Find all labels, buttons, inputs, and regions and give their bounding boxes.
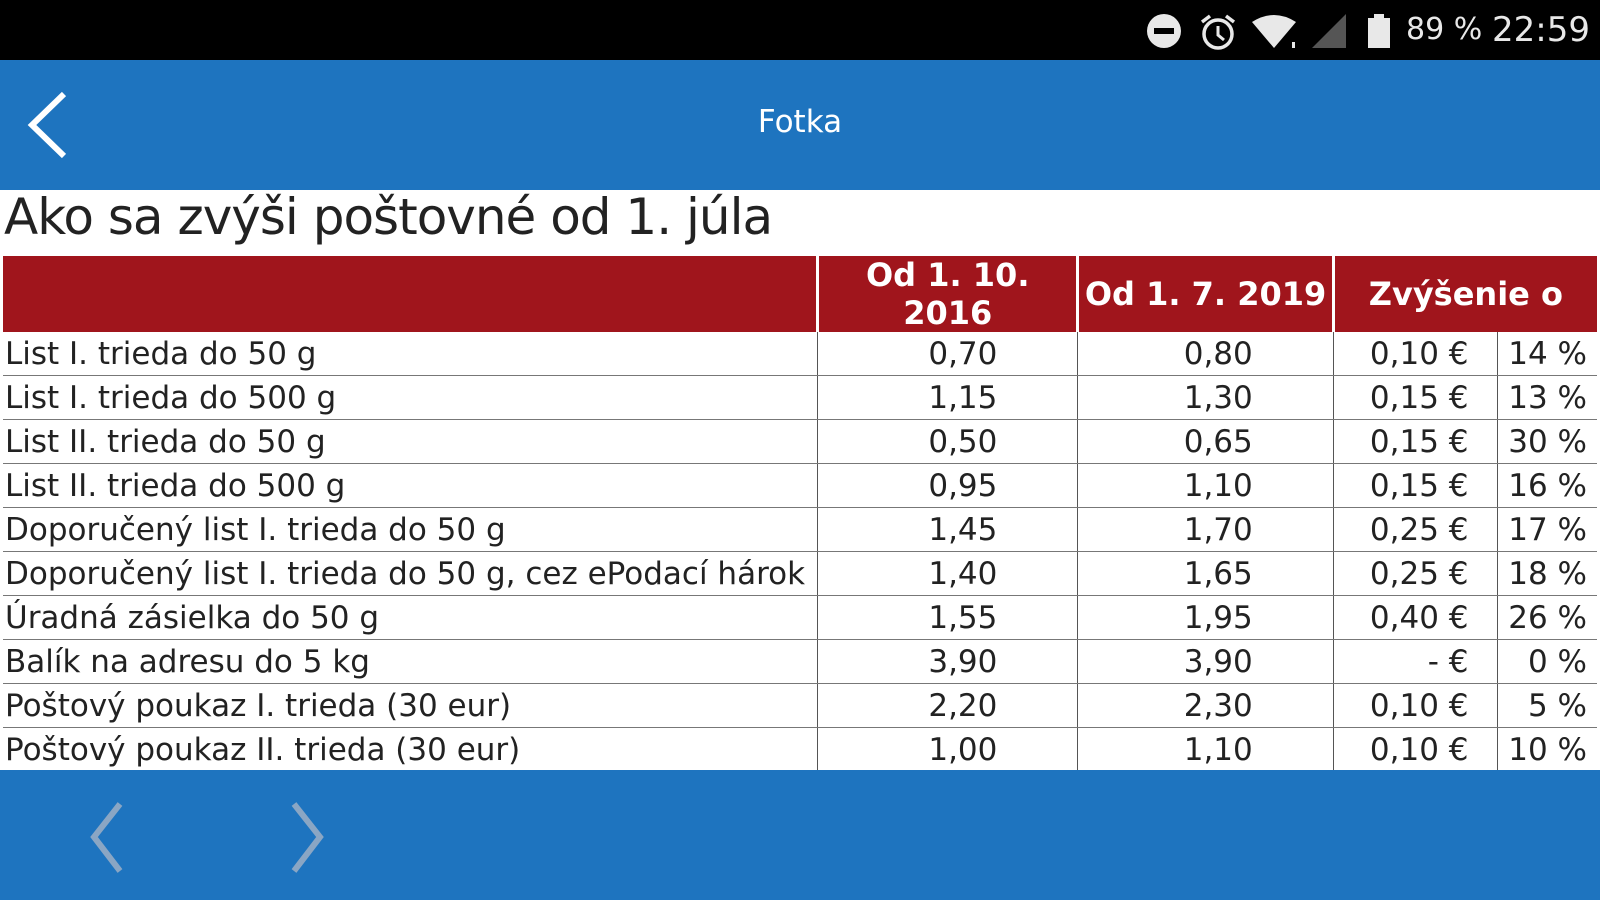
cell-pct: 16 % bbox=[1496, 463, 1597, 508]
table-row: Úradná zásielka do 50 g 1,55 1,95 0,40 €26 … bbox=[3, 595, 1597, 640]
alarm-icon bbox=[1200, 14, 1236, 50]
app-title: Fotka bbox=[757, 104, 843, 140]
cell-label: Doporučený list I. trieda do 50 g, cez e… bbox=[3, 551, 818, 596]
table-row: List II. trieda do 500 g 0,95 1,10 0,15 €16… bbox=[3, 463, 1597, 508]
table-row: Poštový poukaz II. trieda (30 eur) 1,00 1,… bbox=[3, 727, 1597, 774]
table-row: List I. trieda do 500 g 1,15 1,30 0,15 €13 … bbox=[3, 375, 1597, 420]
col-header-increase: Zvýšenie o bbox=[1331, 256, 1597, 332]
col-header-new: Od 1. 7. 2019 bbox=[1076, 256, 1334, 332]
cell-pct: 5 % bbox=[1496, 683, 1597, 728]
cell-new: 1,95 bbox=[1077, 595, 1334, 640]
cell-inc: 0,10 € bbox=[1332, 727, 1498, 774]
cell-label: Doporučený list I. trieda do 50 g bbox=[3, 507, 818, 552]
cell-pct: 26 % bbox=[1496, 595, 1597, 640]
cell-old: 1,00 bbox=[817, 727, 1078, 774]
cell-old: 0,50 bbox=[817, 419, 1078, 464]
cell-inc: 0,10 € bbox=[1332, 683, 1498, 728]
cell-new: 1,10 bbox=[1077, 463, 1334, 508]
table-row: Doporučený list I. trieda do 50 g 1,45 1,7… bbox=[3, 507, 1597, 552]
cell-pct: 13 % bbox=[1496, 375, 1597, 420]
status-bar: 89 % 22:59 bbox=[0, 0, 1600, 60]
wifi-icon bbox=[1252, 15, 1296, 48]
cell-label: Úradná zásielka do 50 g bbox=[3, 595, 818, 640]
battery-percent: 89 % bbox=[1406, 12, 1483, 47]
cell-inc: 0,10 € bbox=[1332, 332, 1498, 376]
bottom-bar bbox=[0, 770, 1600, 900]
cell-inc: - € bbox=[1332, 639, 1498, 684]
cell-pct: 0 % bbox=[1496, 639, 1597, 684]
cell-new: 0,65 bbox=[1077, 419, 1334, 464]
cell-old: 0,70 bbox=[817, 332, 1078, 376]
app-bar: Fotka bbox=[0, 60, 1600, 190]
col-header-label bbox=[3, 256, 818, 332]
cell-new: 2,30 bbox=[1077, 683, 1334, 728]
battery-icon bbox=[1368, 14, 1390, 48]
cell-old: 1,55 bbox=[817, 595, 1078, 640]
cell-new: 3,90 bbox=[1077, 639, 1334, 684]
cell-pct: 30 % bbox=[1496, 419, 1597, 464]
photo-content: Ako sa zvýši poštovné od 1. júla Od 1. 1… bbox=[0, 188, 1600, 774]
cell-label: List I. trieda do 500 g bbox=[3, 375, 818, 420]
cell-inc: 0,15 € bbox=[1332, 463, 1498, 508]
cell-old: 2,20 bbox=[817, 683, 1078, 728]
cell-inc: 0,25 € bbox=[1332, 507, 1498, 552]
cell-inc: 0,15 € bbox=[1332, 375, 1498, 420]
postage-table: Od 1. 10. 2016 Od 1. 7. 2019 Zvýšenie o … bbox=[3, 256, 1597, 774]
cell-old: 1,40 bbox=[817, 551, 1078, 596]
col-header-old: Od 1. 10. 2016 bbox=[816, 256, 1078, 332]
back-arrow-icon[interactable] bbox=[22, 90, 82, 160]
cell-pct: 17 % bbox=[1496, 507, 1597, 552]
cell-new: 1,10 bbox=[1077, 727, 1334, 774]
table-heading: Ako sa zvýši poštovné od 1. júla bbox=[4, 188, 773, 246]
cell-label: List I. trieda do 50 g bbox=[3, 332, 818, 376]
cell-new: 0,80 bbox=[1077, 332, 1334, 376]
cell-old: 3,90 bbox=[817, 639, 1078, 684]
cell-label: List II. trieda do 500 g bbox=[3, 463, 818, 508]
cell-old: 1,15 bbox=[817, 375, 1078, 420]
clock: 22:59 bbox=[1492, 10, 1590, 50]
cell-label: Poštový poukaz I. trieda (30 eur) bbox=[3, 683, 818, 728]
cell-old: 0,95 bbox=[817, 463, 1078, 508]
cell-inc: 0,40 € bbox=[1332, 595, 1498, 640]
next-icon[interactable] bbox=[280, 800, 340, 875]
table-row: List II. trieda do 50 g 0,50 0,65 0,15 €30 … bbox=[3, 419, 1597, 464]
table-row: Balík na adresu do 5 kg 3,90 3,90- €0 % bbox=[3, 639, 1597, 684]
cell-label: Poštový poukaz II. trieda (30 eur) bbox=[3, 727, 818, 774]
table-header-row: Od 1. 10. 2016 Od 1. 7. 2019 Zvýšenie o bbox=[3, 256, 1597, 332]
cell-pct: 18 % bbox=[1496, 551, 1597, 596]
cell-pct: 14 % bbox=[1496, 332, 1597, 376]
cell-new: 1,30 bbox=[1077, 375, 1334, 420]
previous-icon[interactable] bbox=[80, 800, 140, 875]
cell-label: Balík na adresu do 5 kg bbox=[3, 639, 818, 684]
do-not-disturb-icon bbox=[1147, 14, 1181, 48]
cell-new: 1,65 bbox=[1077, 551, 1334, 596]
cell-inc: 0,25 € bbox=[1332, 551, 1498, 596]
signal-icon bbox=[1312, 14, 1346, 48]
table-row: Poštový poukaz I. trieda (30 eur) 2,20 2,3… bbox=[3, 683, 1597, 728]
cell-pct: 10 % bbox=[1496, 727, 1597, 774]
table-row: Doporučený list I. trieda do 50 g, cez e… bbox=[3, 551, 1597, 596]
cell-label: List II. trieda do 50 g bbox=[3, 419, 818, 464]
cell-inc: 0,15 € bbox=[1332, 419, 1498, 464]
table-row: List I. trieda do 50 g 0,70 0,80 0,10 €14 % bbox=[3, 332, 1597, 376]
cell-new: 1,70 bbox=[1077, 507, 1334, 552]
cell-old: 1,45 bbox=[817, 507, 1078, 552]
